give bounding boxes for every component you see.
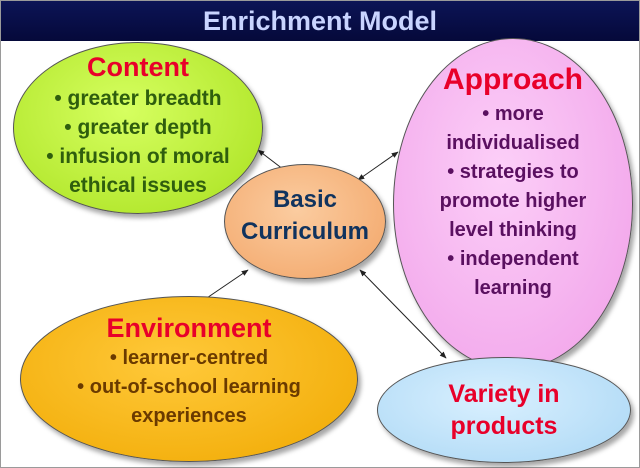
center-text: Basic Curriculum: [226, 184, 384, 248]
approach-ellipse: [393, 38, 633, 370]
approach-item: • strategies to: [447, 161, 579, 183]
products-line: products: [450, 412, 558, 440]
approach-item: • more: [482, 103, 544, 125]
approach-text: Approach • more individualised • strateg…: [396, 60, 630, 303]
products-line: Variety in: [448, 380, 560, 408]
environment-item: • out-of-school learning: [77, 376, 301, 398]
content-item: • infusion of moral: [46, 145, 230, 168]
content-item: • greater breadth: [54, 87, 222, 110]
environment-ellipse: [20, 296, 358, 462]
content-title: Content: [87, 52, 189, 82]
center-ellipse: [224, 164, 386, 279]
environment-item: experiences: [131, 405, 247, 427]
approach-item: level thinking: [449, 219, 577, 241]
approach-item: promote higher: [439, 190, 587, 212]
environment-title: Environment: [106, 313, 272, 343]
center-line: Basic: [272, 186, 338, 213]
content-ellipse: [13, 42, 263, 214]
center-line: Curriculum: [240, 218, 369, 245]
approach-item: • independent: [447, 248, 579, 270]
approach-title: Approach: [442, 63, 583, 96]
content-item: ethical issues: [69, 174, 207, 197]
connector-approach: [357, 151, 399, 181]
products-text: Variety in products: [380, 378, 628, 442]
content-text: Content • greater breadth • greater dept…: [22, 50, 254, 200]
page-title: Enrichment Model: [1, 1, 639, 41]
approach-item: learning: [474, 277, 552, 299]
approach-item: individualised: [446, 132, 580, 154]
environment-text: Environment • learner-centred • out-of-s…: [30, 312, 348, 431]
content-item: • greater depth: [64, 116, 212, 139]
connector-products: [359, 269, 447, 359]
products-ellipse: [377, 357, 631, 463]
environment-item: • learner-centred: [109, 347, 269, 369]
